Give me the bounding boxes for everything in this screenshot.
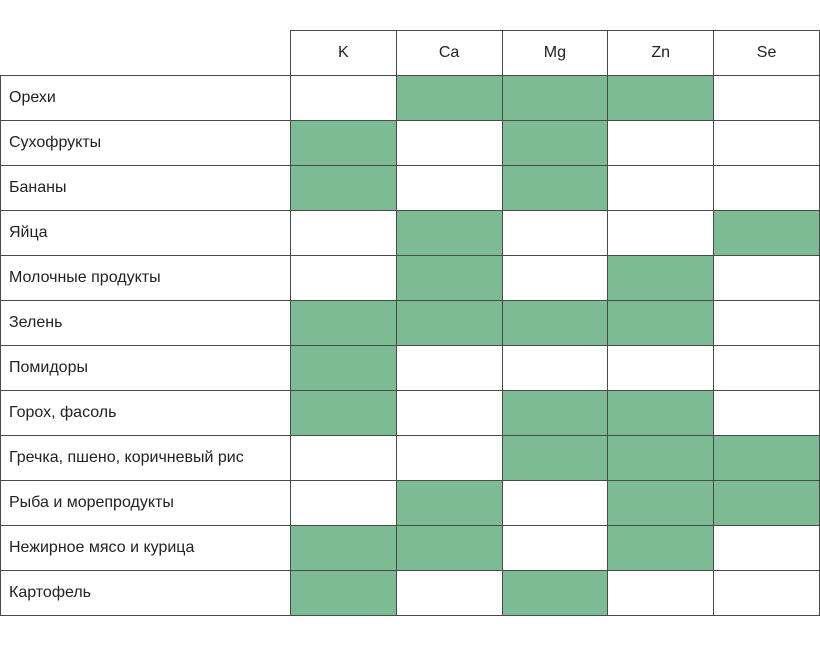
marked-cell-ca [395,210,503,256]
empty-cell-k [289,255,397,301]
row-label: Рыба и морепродукты [0,480,291,526]
marked-cell-mg [501,300,609,346]
marked-cell-k [289,525,397,571]
marked-cell-mg [501,435,609,481]
marked-cell-zn [607,525,715,571]
row-label: Сухофрукты [0,120,291,166]
empty-cell-zn [607,570,715,616]
table-row: Горох, фасоль [0,390,820,436]
empty-cell-ca [395,570,503,616]
empty-cell-se [713,570,820,616]
table-row: Орехи [0,75,820,121]
column-header-mg: Mg [501,30,609,76]
empty-cell-se [713,345,820,391]
marked-cell-mg [501,165,609,211]
table-row: Нежирное мясо и курица [0,525,820,571]
empty-cell-mg [501,210,609,256]
row-label: Орехи [0,75,291,121]
empty-cell-zn [607,165,715,211]
empty-cell-k [289,75,397,121]
row-label: Яйца [0,210,291,256]
empty-cell-mg [501,480,609,526]
table-header: K Ca Mg Zn Se [0,30,820,76]
row-label: Зелень [0,300,291,346]
empty-cell-ca [395,120,503,166]
row-label: Нежирное мясо и курица [0,525,291,571]
empty-cell-ca [395,345,503,391]
empty-cell-se [713,120,820,166]
empty-cell-zn [607,210,715,256]
row-label: Бананы [0,165,291,211]
marked-cell-ca [395,525,503,571]
empty-cell-se [713,390,820,436]
table-row: Зелень [0,300,820,346]
marked-cell-mg [501,390,609,436]
empty-cell-ca [395,435,503,481]
column-header-k: K [289,30,397,76]
row-label: Помидоры [0,345,291,391]
marked-cell-se [713,435,820,481]
marked-cell-zn [607,435,715,481]
table-row: Помидоры [0,345,820,391]
empty-cell-zn [607,120,715,166]
empty-cell-se [713,255,820,301]
marked-cell-ca [395,255,503,301]
table-row: Молочные продукты [0,255,820,301]
marked-cell-ca [395,480,503,526]
empty-cell-se [713,525,820,571]
header-row: K Ca Mg Zn Se [0,30,820,76]
row-label: Картофель [0,570,291,616]
empty-cell-zn [607,345,715,391]
marked-cell-k [289,165,397,211]
marked-cell-mg [501,120,609,166]
marked-cell-zn [607,480,715,526]
column-header-zn: Zn [607,30,715,76]
row-label: Гречка, пшено, коричневый рис [0,435,291,481]
empty-cell-se [713,75,820,121]
empty-cell-mg [501,345,609,391]
empty-cell-se [713,300,820,346]
row-label: Горох, фасоль [0,390,291,436]
empty-cell-se [713,165,820,211]
row-label: Молочные продукты [0,255,291,301]
table-body: Орехи Сухофрукты Бананы Яйца Молочные продук… [0,75,820,616]
marked-cell-ca [395,300,503,346]
corner-cell [0,30,291,76]
food-minerals-table: K Ca Mg Zn Se Орехи Сухофрукты Бананы Яйца М… [0,30,820,616]
marked-cell-k [289,300,397,346]
table-row: Сухофрукты [0,120,820,166]
column-header-ca: Ca [395,30,503,76]
table-row: Бананы [0,165,820,211]
marked-cell-se [713,480,820,526]
table-row: Рыба и морепродукты [0,480,820,526]
marked-cell-zn [607,300,715,346]
marked-cell-zn [607,75,715,121]
marked-cell-k [289,345,397,391]
table-row: Картофель [0,570,820,616]
empty-cell-ca [395,390,503,436]
marked-cell-se [713,210,820,256]
empty-cell-k [289,435,397,481]
marked-cell-zn [607,255,715,301]
empty-cell-ca [395,165,503,211]
empty-cell-mg [501,255,609,301]
marked-cell-mg [501,570,609,616]
marked-cell-ca [395,75,503,121]
empty-cell-k [289,480,397,526]
table-row: Яйца [0,210,820,256]
marked-cell-zn [607,390,715,436]
empty-cell-mg [501,525,609,571]
marked-cell-k [289,120,397,166]
column-header-se: Se [713,30,820,76]
table-row: Гречка, пшено, коричневый рис [0,435,820,481]
marked-cell-k [289,390,397,436]
marked-cell-mg [501,75,609,121]
empty-cell-k [289,210,397,256]
marked-cell-k [289,570,397,616]
